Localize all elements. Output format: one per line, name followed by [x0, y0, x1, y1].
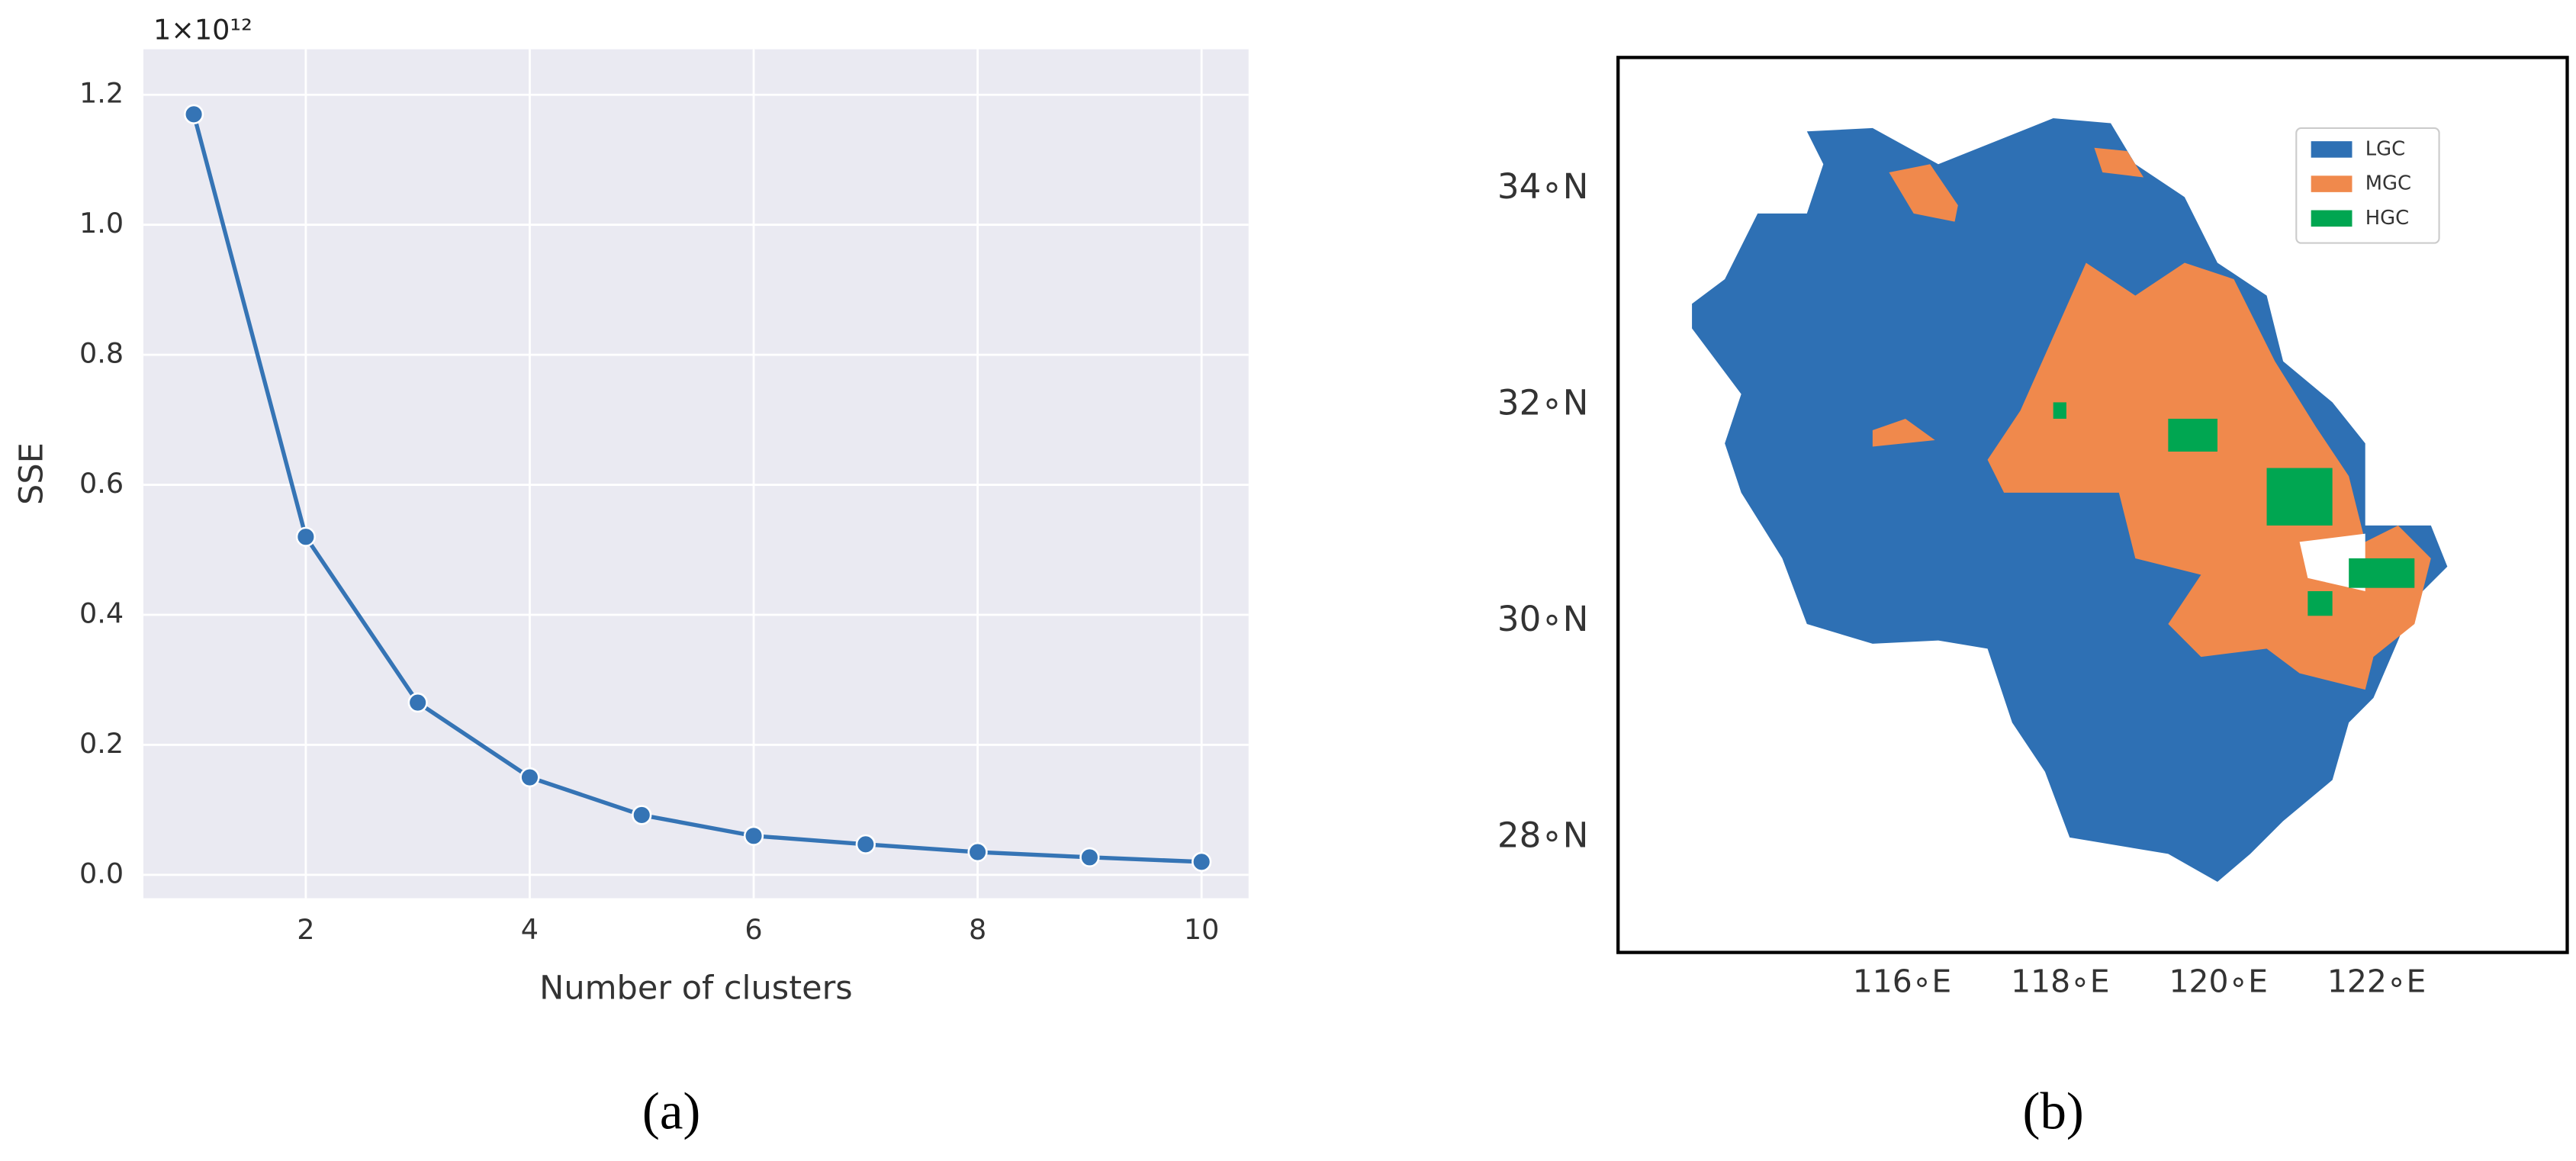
- region-hgc: [2168, 418, 2217, 452]
- y-tick-label: 28∘N: [1497, 815, 1589, 855]
- region-lgc: [1692, 117, 2448, 883]
- x-tick-label: 8: [969, 913, 986, 946]
- y-tick-label: 0.2: [79, 727, 124, 760]
- region-hgc: [2053, 402, 2066, 419]
- y-tick-label: 0.4: [79, 597, 124, 629]
- marker: [183, 104, 204, 124]
- plot-background: [143, 49, 1249, 899]
- y-tick-label: 30∘N: [1497, 599, 1589, 639]
- x-tick-label: 10: [1184, 913, 1220, 946]
- legend-label: MGC: [2365, 172, 2411, 195]
- region-mgc: [1987, 262, 2431, 690]
- legend-label: LGC: [2365, 137, 2405, 160]
- y-axis-label: SSE: [12, 442, 50, 505]
- marker: [407, 692, 428, 713]
- region-mgc: [1889, 164, 1958, 222]
- caption: (a): [642, 1082, 700, 1140]
- x-tick-label: 122∘E: [2327, 963, 2426, 1000]
- x-tick-label: 118∘E: [2011, 963, 2109, 1000]
- y-tick-label: 34∘N: [1497, 166, 1589, 207]
- y-tick-label: 1.2: [79, 77, 124, 110]
- y-tick-label: 0.8: [79, 337, 124, 370]
- line: [191, 114, 1202, 864]
- y-tick-label: 32∘N: [1497, 383, 1589, 423]
- marker: [632, 805, 652, 825]
- x-tick-label: 116∘E: [1853, 963, 1951, 1000]
- y-tick-label: 0.0: [79, 857, 124, 889]
- x-tick-label: 2: [297, 913, 314, 946]
- y-tick-label: 1.0: [79, 207, 124, 240]
- x-axis-label: Number of clusters: [539, 970, 853, 1008]
- x-tick-label: 4: [521, 913, 539, 946]
- x-tick-label: 6: [744, 913, 762, 946]
- region-hgc: [2349, 558, 2415, 588]
- y-tick-label: 0.6: [79, 467, 124, 500]
- region-hgc: [2266, 468, 2333, 526]
- y-offset-label: 1×10¹²: [153, 13, 252, 46]
- region-mgc: [1872, 418, 1935, 447]
- legend-swatch: [2311, 210, 2352, 227]
- map-regions: [1692, 117, 2448, 883]
- marker: [1079, 847, 1100, 868]
- marker: [967, 841, 988, 863]
- marker: [295, 526, 317, 547]
- caption: (b): [2023, 1082, 2084, 1140]
- marker: [519, 767, 540, 788]
- marker: [1192, 851, 1212, 872]
- region-mgc: [2094, 147, 2144, 178]
- legend-swatch: [2311, 175, 2352, 192]
- region-hgc: [2307, 590, 2333, 616]
- marker: [743, 825, 764, 846]
- legend-label: HGC: [2365, 207, 2409, 230]
- map-frame: [1616, 56, 2569, 954]
- marker: [855, 834, 876, 854]
- x-tick-label: 120∘E: [2169, 963, 2267, 1000]
- legend-swatch: [2311, 141, 2352, 158]
